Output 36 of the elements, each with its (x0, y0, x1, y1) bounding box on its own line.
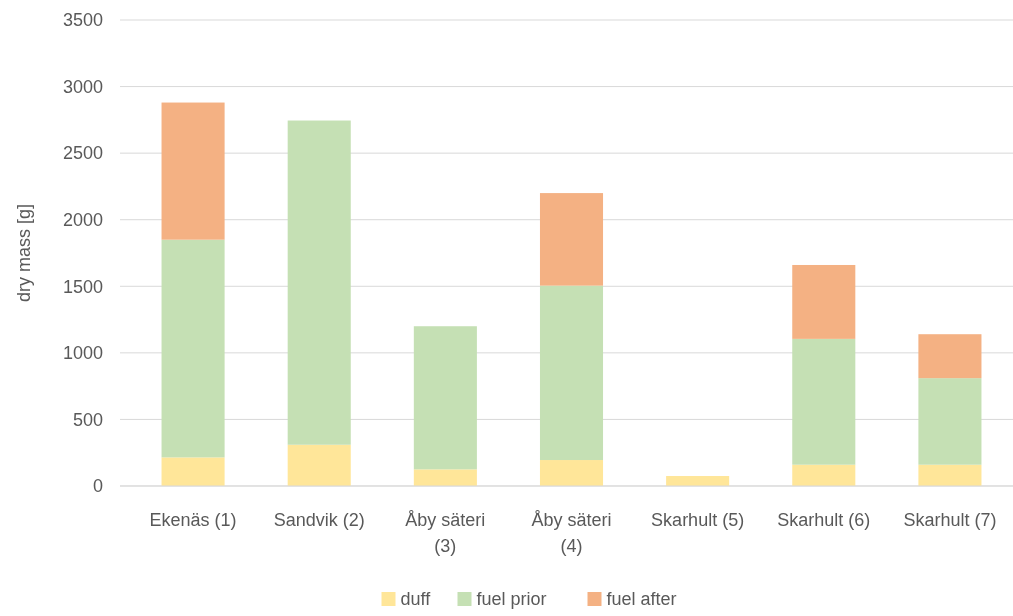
bar (161, 239, 225, 458)
y-tick-label: 500 (72, 409, 103, 430)
bar (539, 193, 604, 286)
bar (287, 444, 351, 486)
x-tick-label: Ekenäs (1) (149, 510, 237, 530)
y-tick-label: 2000 (62, 210, 103, 231)
y-tick-label: 3000 (62, 76, 103, 97)
bar (161, 102, 225, 240)
bar (666, 476, 730, 486)
legend-label: duff (400, 589, 432, 610)
bar (792, 338, 856, 465)
bar (918, 334, 982, 379)
x-tick-label: Skarhult (7) (903, 510, 997, 530)
x-tick-label: Skarhult (6) (777, 510, 871, 530)
y-axis-title: dry mass [g] (14, 203, 34, 303)
bar (413, 326, 477, 470)
x-tick-label: Åby säteri (4) (531, 510, 612, 556)
bar (918, 464, 982, 486)
y-tick-label: 3500 (62, 10, 103, 31)
bar (287, 120, 351, 445)
y-tick-label: 2500 (62, 143, 103, 164)
y-tick-label: 0 (92, 476, 103, 497)
x-tick-label: Åby säteri (3) (405, 510, 486, 556)
bar (161, 457, 225, 486)
y-tick-label: 1500 (62, 276, 103, 297)
y-tick-label: 1000 (62, 343, 103, 364)
bar (792, 264, 856, 339)
x-tick-label: Sandvik (2) (273, 510, 365, 530)
legend-label: fuel prior (476, 589, 547, 610)
x-tick-label: Skarhult (5) (651, 510, 745, 530)
bar (413, 469, 477, 486)
bar (539, 460, 604, 486)
bar (792, 464, 856, 486)
bar (539, 285, 604, 461)
legend-label: fuel after (606, 589, 677, 610)
bar (918, 378, 982, 465)
